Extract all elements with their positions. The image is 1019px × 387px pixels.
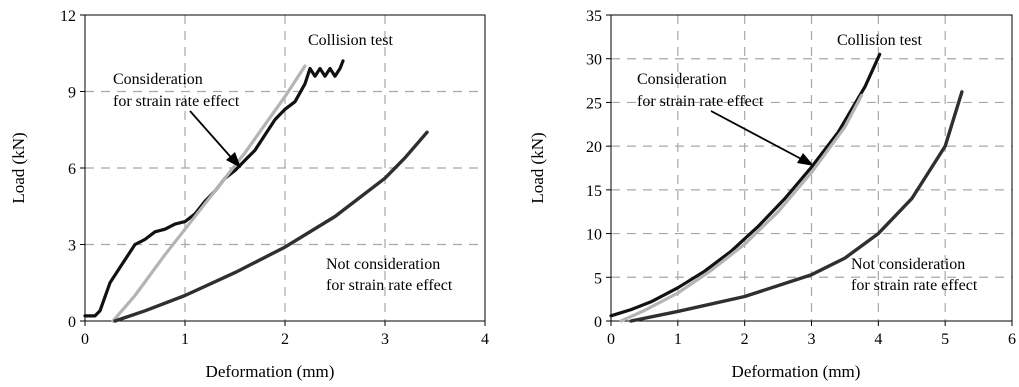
chart-left-series — [83, 59, 429, 323]
not-consideration-label-line1: Not consideration — [851, 256, 965, 273]
x-tick-label: 0 — [607, 331, 615, 348]
chart-right-series — [609, 52, 964, 323]
x-tick-label: 2 — [741, 331, 749, 348]
y-tick-label: 30 — [586, 52, 602, 69]
x-tick-label: 6 — [1008, 331, 1016, 348]
y-tick-label: 35 — [586, 8, 602, 25]
not-consideration-label-line2: for strain rate effect — [851, 277, 978, 294]
x-tick-label: 3 — [808, 331, 816, 348]
strain-rate-label-line1: Consideration — [637, 71, 727, 88]
chart-right-ticks: 0 1 2 3 4 5 6 0 5 10 15 20 25 30 35 — [586, 8, 1016, 348]
x-tick-label: 2 — [281, 331, 289, 348]
x-tick-label: 3 — [381, 331, 389, 348]
chart-left-grid — [85, 15, 485, 321]
strain-rate-curve — [111, 64, 307, 323]
collision-test-label: Collision test — [308, 32, 393, 49]
x-tick-label: 1 — [674, 331, 682, 348]
y-tick-label: 0 — [594, 314, 602, 331]
y-tick-label: 5 — [594, 270, 602, 287]
collision-test-label: Collision test — [837, 32, 922, 49]
chart-right: 0 1 2 3 4 5 6 0 5 10 15 20 25 30 35 Collision test Con… — [528, 8, 1016, 381]
strain-rate-arrow — [189, 110, 241, 168]
x-tick-label: 1 — [181, 331, 189, 348]
y-axis-title: Load (kN) — [9, 132, 28, 203]
x-axis-title: Deformation (mm) — [732, 362, 861, 381]
x-tick-label: 4 — [481, 331, 489, 348]
x-tick-label: 4 — [874, 331, 882, 348]
strain-rate-label-line2: for strain rate effect — [113, 93, 240, 110]
no-strain-rate-curve — [113, 130, 429, 323]
x-tick-label: 5 — [941, 331, 949, 348]
x-axis-title: Deformation (mm) — [206, 362, 335, 381]
strain-rate-label-line1: Consideration — [113, 71, 203, 88]
y-tick-label: 25 — [586, 95, 602, 112]
x-tick-label: 0 — [81, 331, 89, 348]
y-tick-label: 15 — [586, 183, 602, 200]
strain-rate-curve — [619, 93, 864, 323]
y-tick-label: 6 — [68, 161, 76, 178]
no-strain-rate-curve — [629, 90, 964, 323]
not-consideration-label-line2: for strain rate effect — [326, 277, 453, 294]
y-tick-label: 10 — [586, 227, 602, 244]
strain-rate-label-line2: for strain rate effect — [637, 93, 764, 110]
not-consideration-label-line1: Not consideration — [326, 256, 440, 273]
collision-test-curve — [609, 52, 882, 318]
y-tick-label: 9 — [68, 85, 76, 102]
y-tick-label: 12 — [60, 8, 76, 25]
y-tick-label: 0 — [68, 314, 76, 331]
strain-rate-arrow — [710, 110, 814, 166]
y-tick-label: 3 — [68, 238, 76, 255]
y-tick-label: 20 — [586, 139, 602, 156]
y-axis-title: Load (kN) — [528, 132, 547, 203]
